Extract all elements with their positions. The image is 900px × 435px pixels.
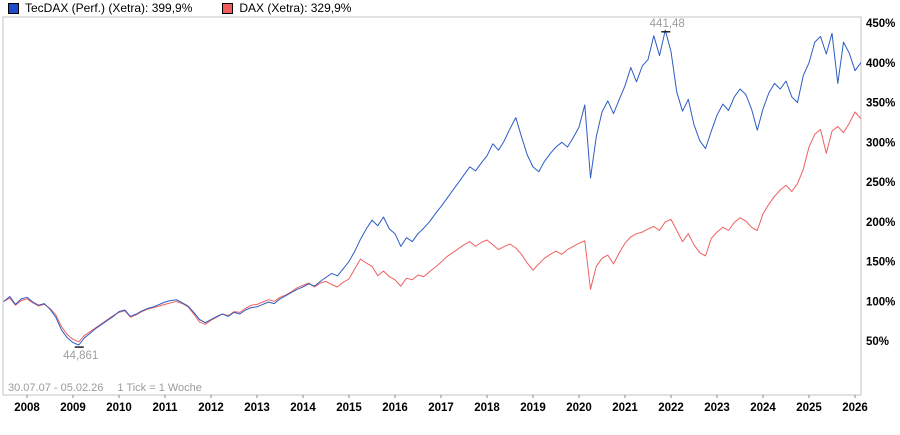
x-axis-year-label: 2019 <box>520 402 546 414</box>
x-axis-year-label: 2024 <box>750 402 776 414</box>
x-axis-year-label: 2017 <box>428 402 454 414</box>
tecdax-series-line <box>3 29 861 346</box>
tecdax-swatch-icon <box>8 2 19 14</box>
x-axis-year-label: 2010 <box>106 402 132 414</box>
tick-interval-text: 1 Tick = 1 Woche <box>117 382 202 394</box>
x-axis-year-label: 2018 <box>474 402 500 414</box>
x-axis-year-label: 2011 <box>153 402 179 414</box>
x-axis-year-label: 2025 <box>796 402 822 414</box>
x-axis-year-label: 2012 <box>198 402 224 414</box>
y-axis-tick-label: 300% <box>866 137 895 149</box>
legend-label-dax: DAX (Xetra): 329,9% <box>239 1 352 15</box>
plot-border <box>2 16 862 396</box>
x-axis-year-label: 2008 <box>14 402 40 414</box>
x-axis-year-label: 2013 <box>244 402 270 414</box>
chart-legend: TecDAX (Perf.) (Xetra): 399,9% DAX (Xetr… <box>8 1 351 15</box>
y-axis-tick-label: 200% <box>866 217 895 229</box>
x-axis-year-label: 2009 <box>60 402 86 414</box>
y-axis-tick-label: 450% <box>866 18 895 30</box>
dax-series-line <box>3 111 861 343</box>
x-axis-year-label: 2020 <box>566 402 592 414</box>
chart-footer: 30.07.07 - 05.02.26 1 Tick = 1 Woche <box>8 382 216 394</box>
x-axis-year-label: 2016 <box>382 402 408 414</box>
x-axis-year-label: 2022 <box>658 402 684 414</box>
legend-item-dax: DAX (Xetra): 329,9% <box>222 1 351 15</box>
y-axis-tick-label: 150% <box>866 257 895 269</box>
x-axis-year-label: 2014 <box>290 402 316 414</box>
x-axis-year-label: 2023 <box>704 402 730 414</box>
date-range-text: 30.07.07 - 05.02.26 <box>8 382 104 394</box>
y-axis-tick-label: 400% <box>866 58 895 70</box>
y-axis-tick-label: 350% <box>866 98 895 110</box>
y-axis-tick-label: 50% <box>866 336 889 348</box>
low-value-label: 44,861 <box>63 350 98 362</box>
y-axis-tick-label: 100% <box>866 296 895 308</box>
dax-swatch-icon <box>222 2 234 14</box>
legend-item-tecdax: TecDAX (Perf.) (Xetra): 399,9% <box>8 1 192 15</box>
y-axis-tick-label: 250% <box>866 177 895 189</box>
x-axis-year-label: 2015 <box>336 402 362 414</box>
x-axis-year-label: 2021 <box>612 402 638 414</box>
legend-label-tecdax: TecDAX (Perf.) (Xetra): 399,9% <box>25 1 193 15</box>
x-axis-year-label: 2026 <box>842 402 868 414</box>
high-value-label: 441,48 <box>650 18 685 30</box>
